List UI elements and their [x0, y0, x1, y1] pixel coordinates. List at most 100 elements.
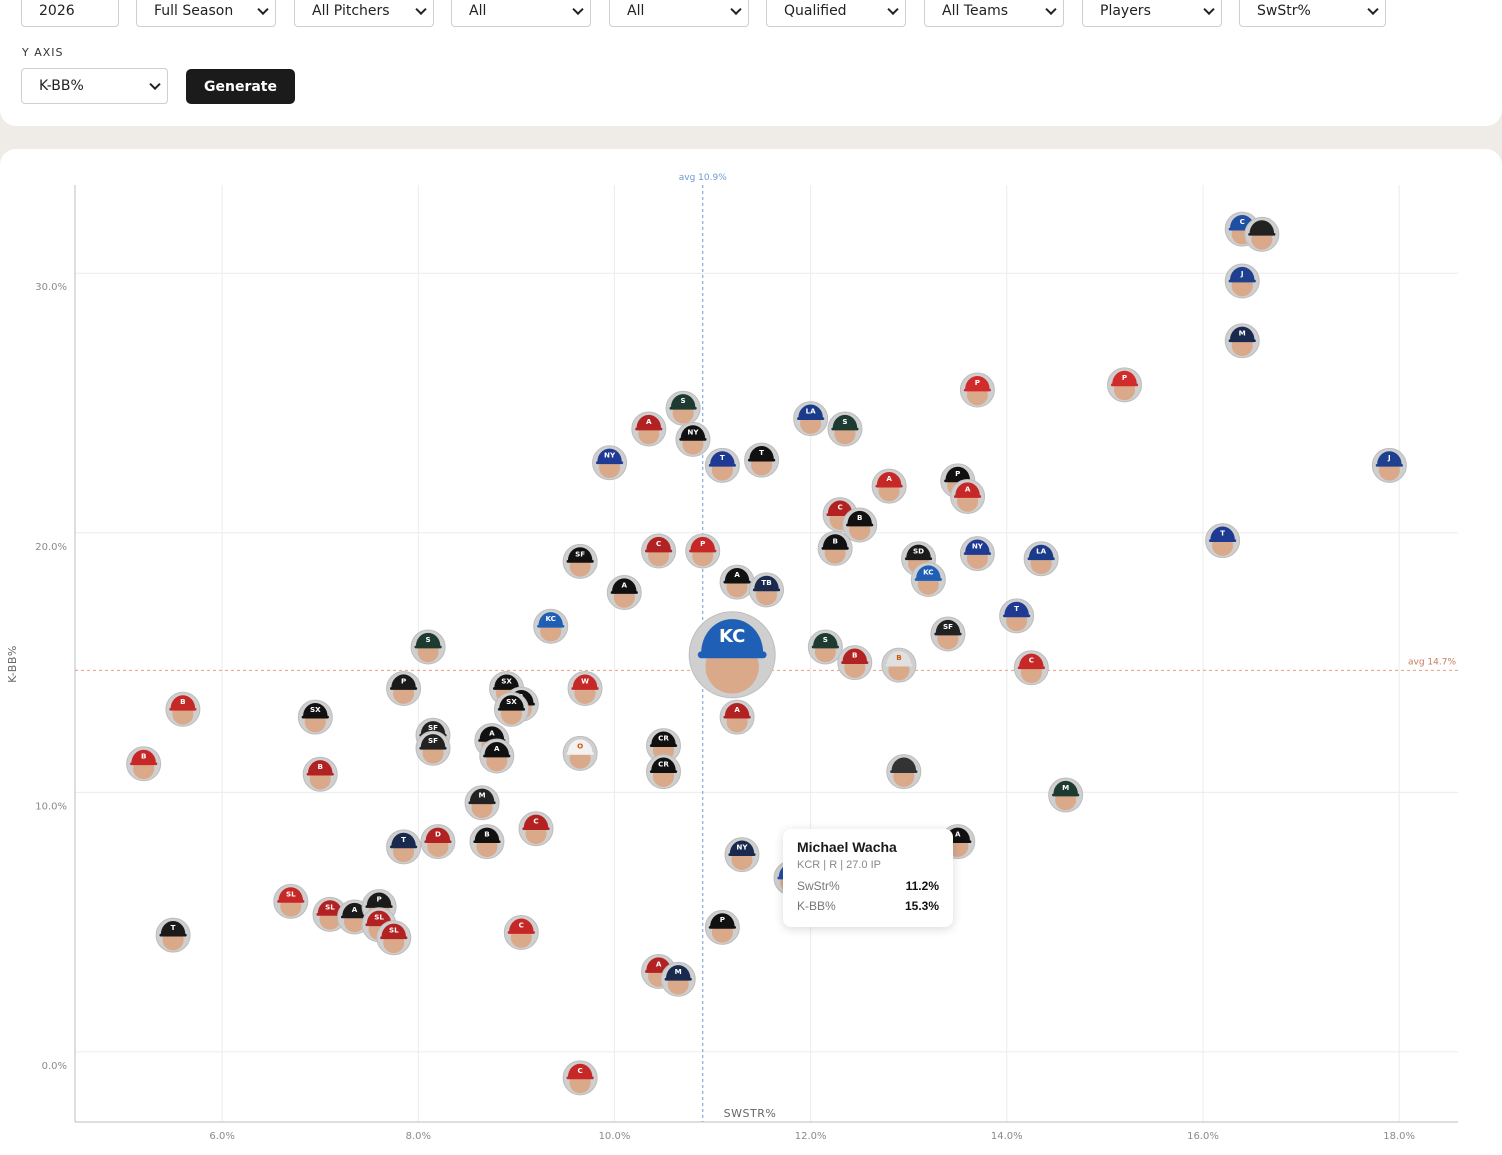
player-point[interactable]: NY: [592, 445, 628, 481]
player-point[interactable]: NY: [675, 421, 711, 457]
player-point[interactable]: B: [842, 507, 878, 543]
team-select[interactable]: All Teams: [924, 0, 1064, 27]
player-point[interactable]: SF: [415, 730, 451, 766]
player-point[interactable]: S: [665, 390, 701, 426]
group-select[interactable]: Players: [1082, 0, 1222, 27]
player-point[interactable]: B: [881, 647, 917, 683]
player-point[interactable]: C: [1013, 650, 1049, 686]
player-point[interactable]: P: [704, 909, 740, 945]
player-point[interactable]: D: [420, 824, 456, 860]
player-point[interactable]: M: [660, 961, 696, 997]
cap-brim: [1003, 614, 1031, 618]
player-point[interactable]: C: [503, 915, 539, 951]
player-point[interactable]: P: [386, 671, 422, 707]
player-point[interactable]: P: [959, 372, 995, 408]
y-axis-select[interactable]: K-BB%: [21, 68, 168, 104]
player-point[interactable]: M: [464, 785, 500, 821]
cap-brim: [507, 931, 535, 934]
cap-logo: J: [1240, 269, 1244, 278]
player-point[interactable]: LA: [1023, 541, 1059, 577]
player-point[interactable]: C: [518, 811, 554, 847]
cap-logo: P: [401, 676, 406, 685]
tooltip-row-x: SwStr% 11.2%: [797, 879, 939, 893]
player-point[interactable]: W: [567, 671, 603, 707]
player-point[interactable]: KC: [533, 608, 569, 644]
player-point[interactable]: S: [827, 411, 863, 447]
player-point[interactable]: J: [1224, 263, 1260, 299]
player-point[interactable]: B: [837, 645, 873, 681]
player-point[interactable]: T: [704, 447, 740, 483]
player-point[interactable]: [1244, 216, 1280, 252]
cap: [822, 534, 848, 548]
split-select[interactable]: Full Season: [136, 0, 276, 27]
player-point[interactable]: T: [386, 829, 422, 865]
player-point[interactable]: NY: [724, 837, 760, 873]
cap-brim: [885, 663, 913, 667]
season-select[interactable]: 2026: [21, 0, 119, 27]
cap: [317, 900, 343, 914]
cap-logo: B: [857, 513, 862, 522]
player-point[interactable]: CR: [646, 754, 682, 790]
player-point[interactable]: S: [410, 629, 446, 665]
player-point[interactable]: O: [562, 735, 598, 771]
player-point[interactable]: B: [817, 530, 853, 566]
hand-select[interactable]: All: [451, 0, 591, 27]
generate-button[interactable]: Generate: [186, 69, 295, 104]
player-point[interactable]: M: [1224, 323, 1260, 359]
cap-logo: CR: [658, 734, 669, 743]
cap-logo: KC: [719, 626, 745, 647]
player-point[interactable]: CR: [646, 728, 682, 764]
player-point[interactable]: A: [606, 575, 642, 611]
player-point[interactable]: T: [999, 598, 1035, 634]
qualification-select[interactable]: Qualified: [766, 0, 906, 27]
x-axis-select[interactable]: SwStr%: [1239, 0, 1386, 27]
player-point[interactable]: A: [950, 478, 986, 514]
player-point[interactable]: J: [1371, 447, 1407, 483]
player-point[interactable]: TB: [749, 572, 784, 608]
player-point[interactable]: SX: [493, 691, 529, 727]
player-point[interactable]: B: [126, 746, 162, 782]
player-point[interactable]: [886, 754, 922, 790]
player-point[interactable]: B: [469, 824, 505, 860]
player-point[interactable]: A: [719, 564, 755, 600]
player-point[interactable]: T: [1205, 523, 1241, 559]
cap: [366, 910, 392, 924]
y-axis-label: Y AXIS: [22, 46, 64, 59]
player-point[interactable]: SX: [297, 699, 333, 735]
player-point[interactable]: KC: [910, 562, 946, 598]
cap-brim: [389, 687, 418, 690]
y-tick-label: 0.0%: [42, 1061, 67, 1072]
player-point[interactable]: A: [479, 738, 515, 774]
player-point[interactable]: A: [631, 411, 667, 447]
highlighted-player-point[interactable]: KC: [688, 611, 776, 699]
player-point[interactable]: S: [807, 629, 843, 665]
player-point[interactable]: LA: [793, 401, 829, 437]
player-point[interactable]: P: [685, 533, 721, 569]
player-point[interactable]: SF: [930, 616, 966, 652]
cap: [847, 510, 872, 525]
player-point[interactable]: T: [744, 442, 780, 478]
player-point[interactable]: A: [871, 468, 907, 504]
player-point[interactable]: NY: [959, 536, 995, 572]
league-select[interactable]: All: [609, 0, 749, 27]
cap-logo: C: [1240, 217, 1245, 226]
player-point[interactable]: T: [155, 917, 191, 953]
cap: [499, 695, 524, 709]
player-point[interactable]: A: [719, 699, 755, 735]
cap-logo: M: [479, 791, 486, 800]
player-point[interactable]: SL: [273, 883, 309, 919]
player-point[interactable]: C: [641, 533, 677, 569]
player-point[interactable]: B: [165, 691, 201, 727]
tooltip-y-value: 15.3%: [904, 899, 939, 913]
player-point[interactable]: SL: [376, 920, 412, 956]
player-point[interactable]: M: [1048, 777, 1084, 813]
cap-logo: CR: [658, 759, 669, 768]
player-point[interactable]: B: [302, 756, 338, 792]
cap-logo: T: [759, 448, 764, 457]
chevron-down-icon: [257, 3, 269, 16]
player-point[interactable]: C: [562, 1060, 598, 1096]
cap-logo: C: [519, 920, 524, 929]
pitcher-role-select[interactable]: All Pitchers: [294, 0, 434, 27]
player-point[interactable]: SF: [562, 543, 598, 579]
player-point[interactable]: P: [1107, 367, 1143, 403]
